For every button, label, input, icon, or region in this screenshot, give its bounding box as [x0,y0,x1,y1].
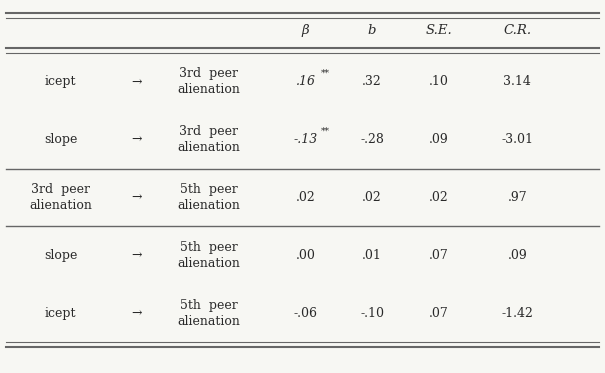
Text: .07: .07 [429,307,448,320]
Text: 5th  peer
alienation: 5th peer alienation [177,241,240,270]
Text: .09: .09 [508,249,527,262]
Text: -3.01: -3.01 [502,133,533,146]
Text: slope: slope [44,249,77,262]
Text: -.28: -.28 [360,133,384,146]
Text: -1.42: -1.42 [502,307,533,320]
Text: →: → [131,75,142,88]
Text: .09: .09 [429,133,448,146]
Text: icept: icept [45,307,76,320]
Text: 5th  peer
alienation: 5th peer alienation [177,299,240,327]
Text: .00: .00 [296,249,315,262]
Text: .07: .07 [429,249,448,262]
Text: **: ** [321,69,330,78]
Text: 3rd  peer
alienation: 3rd peer alienation [177,125,240,154]
Text: -.06: -.06 [293,307,318,320]
Text: →: → [131,191,142,204]
Text: 3rd  peer
alienation: 3rd peer alienation [29,183,92,212]
Text: .32: .32 [362,75,382,88]
Text: 5th  peer
alienation: 5th peer alienation [177,183,240,212]
Text: 3.14: 3.14 [503,75,531,88]
Text: .01: .01 [362,249,382,262]
Text: →: → [131,249,142,262]
Text: -.10: -.10 [360,307,384,320]
Text: b: b [368,24,376,37]
Text: .02: .02 [296,191,315,204]
Text: 3rd  peer
alienation: 3rd peer alienation [177,68,240,96]
Text: →: → [131,133,142,146]
Text: .97: .97 [508,191,527,204]
Text: β: β [302,24,309,37]
Text: .10: .10 [429,75,448,88]
Text: .02: .02 [362,191,382,204]
Text: -.13: -.13 [293,133,318,146]
Text: S.E.: S.E. [425,24,452,37]
Text: icept: icept [45,75,76,88]
Text: **: ** [321,127,330,136]
Text: .16: .16 [295,75,316,88]
Text: .02: .02 [429,191,448,204]
Text: C.R.: C.R. [503,24,531,37]
Text: slope: slope [44,133,77,146]
Text: →: → [131,307,142,320]
